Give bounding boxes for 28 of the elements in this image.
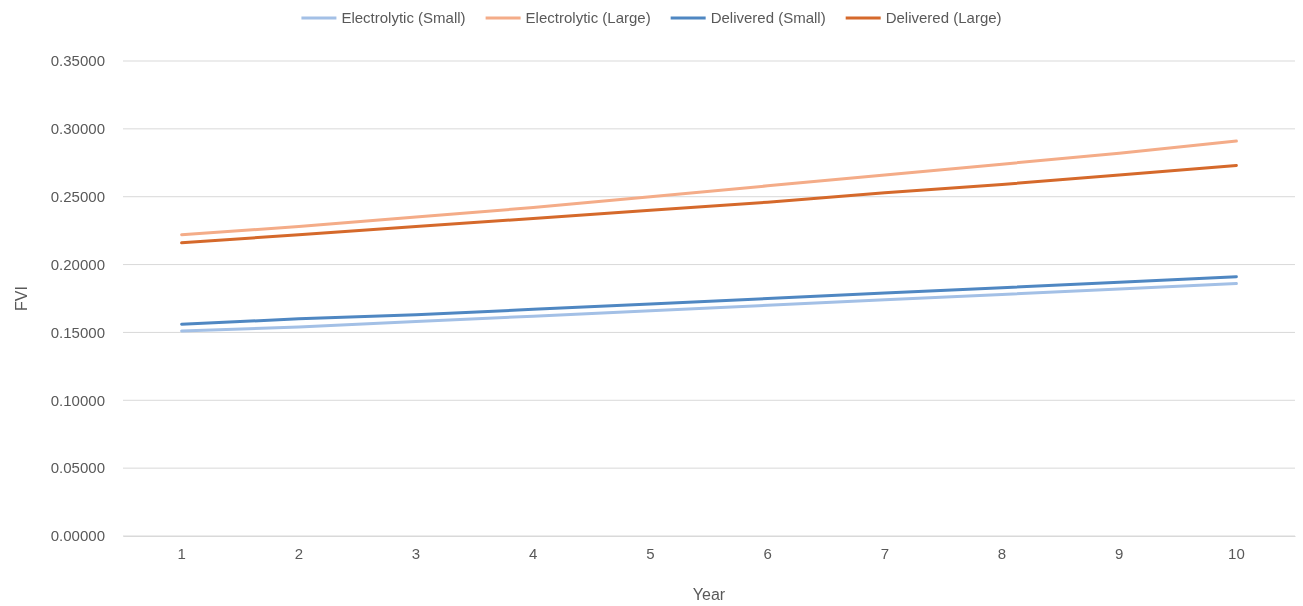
y-tick-label: 0.15000 (50, 323, 105, 341)
y-tick-label: 0.05000 (50, 459, 105, 477)
x-tick-label: 10 (1228, 544, 1245, 562)
y-tick-label: 0.00000 (50, 527, 105, 545)
line-series (180, 282, 1238, 333)
x-tick-label: 2 (294, 544, 303, 562)
y-tick-label: 0.35000 (50, 52, 105, 70)
legend-label: Delivered (Large) (885, 9, 1002, 26)
x-tick-label: 1 (177, 544, 186, 562)
x-axis-title: Year (692, 586, 726, 603)
legend-label: Electrolytic (Small) (341, 9, 466, 26)
y-tick-label: 0.20000 (50, 255, 105, 273)
line-series (180, 275, 1238, 326)
legend-label: Delivered (Small) (710, 9, 826, 26)
x-tick-label: 6 (763, 544, 772, 562)
x-tick-label: 7 (880, 544, 889, 562)
line-series (180, 164, 1238, 245)
line-series (180, 139, 1238, 237)
x-tick-label: 8 (997, 544, 1007, 562)
y-tick-label: 0.10000 (50, 391, 105, 409)
y-axis-title: FVI (13, 286, 30, 311)
y-tick-label: 0.30000 (50, 120, 105, 138)
x-tick-label: 5 (646, 544, 655, 562)
x-tick-label: 3 (411, 544, 421, 562)
y-tick-label: 0.25000 (50, 188, 105, 206)
x-tick-label: 9 (1115, 544, 1124, 562)
legend-label: Electrolytic (Large) (525, 9, 651, 26)
x-tick-label: 4 (529, 544, 538, 562)
